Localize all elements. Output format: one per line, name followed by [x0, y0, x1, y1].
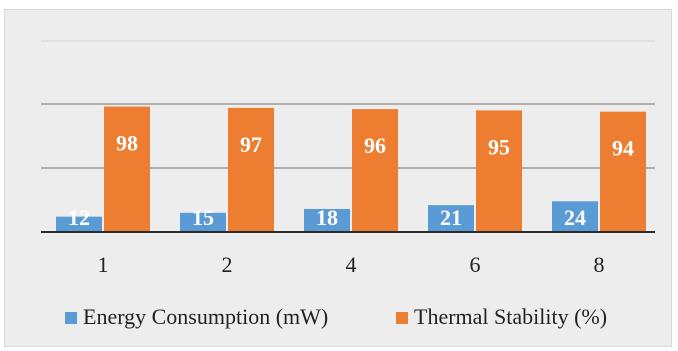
x-tick-labels: 1 2 4 6 8: [98, 252, 605, 277]
bar-energy-6: [428, 205, 474, 232]
data-label-energy-2: 15: [192, 205, 214, 230]
data-label-thermal-4: 96: [364, 133, 386, 158]
bar-thermal-4: [352, 109, 398, 232]
x-tick-label-8: 8: [594, 252, 605, 277]
data-label-energy-1: 12: [68, 205, 90, 230]
x-tick-label-1: 1: [98, 252, 109, 277]
data-label-thermal-6: 95: [488, 134, 510, 159]
x-tick-label-6: 6: [470, 252, 481, 277]
bar-thermal-8: [600, 111, 646, 232]
data-label-energy-8: 24: [564, 205, 586, 230]
data-label-thermal-2: 97: [240, 132, 262, 157]
legend-label-thermal: Thermal Stability (%): [414, 304, 607, 329]
bar-energy-1: [56, 216, 102, 232]
bar-thermal-6: [476, 110, 522, 232]
bar-energy-4: [304, 208, 350, 232]
bars: 12 98 15 97 18 96 21 95 24 94: [56, 106, 646, 232]
bar-energy-8: [552, 201, 598, 232]
data-label-thermal-8: 94: [612, 136, 634, 161]
bar-thermal-1: [104, 106, 150, 232]
legend-label-energy: Energy Consumption (mW): [83, 304, 328, 329]
legend: Energy Consumption (mW) Thermal Stabilit…: [65, 304, 607, 329]
data-label-thermal-1: 98: [116, 131, 138, 156]
x-tick-label-2: 2: [222, 252, 233, 277]
bar-energy-2: [180, 212, 226, 232]
data-label-energy-6: 21: [440, 205, 462, 230]
data-label-energy-4: 18: [316, 205, 338, 230]
legend-swatch-energy: [65, 312, 77, 324]
x-tick-label-4: 4: [346, 252, 357, 277]
legend-swatch-thermal: [396, 312, 408, 324]
bar-thermal-2: [228, 107, 274, 232]
